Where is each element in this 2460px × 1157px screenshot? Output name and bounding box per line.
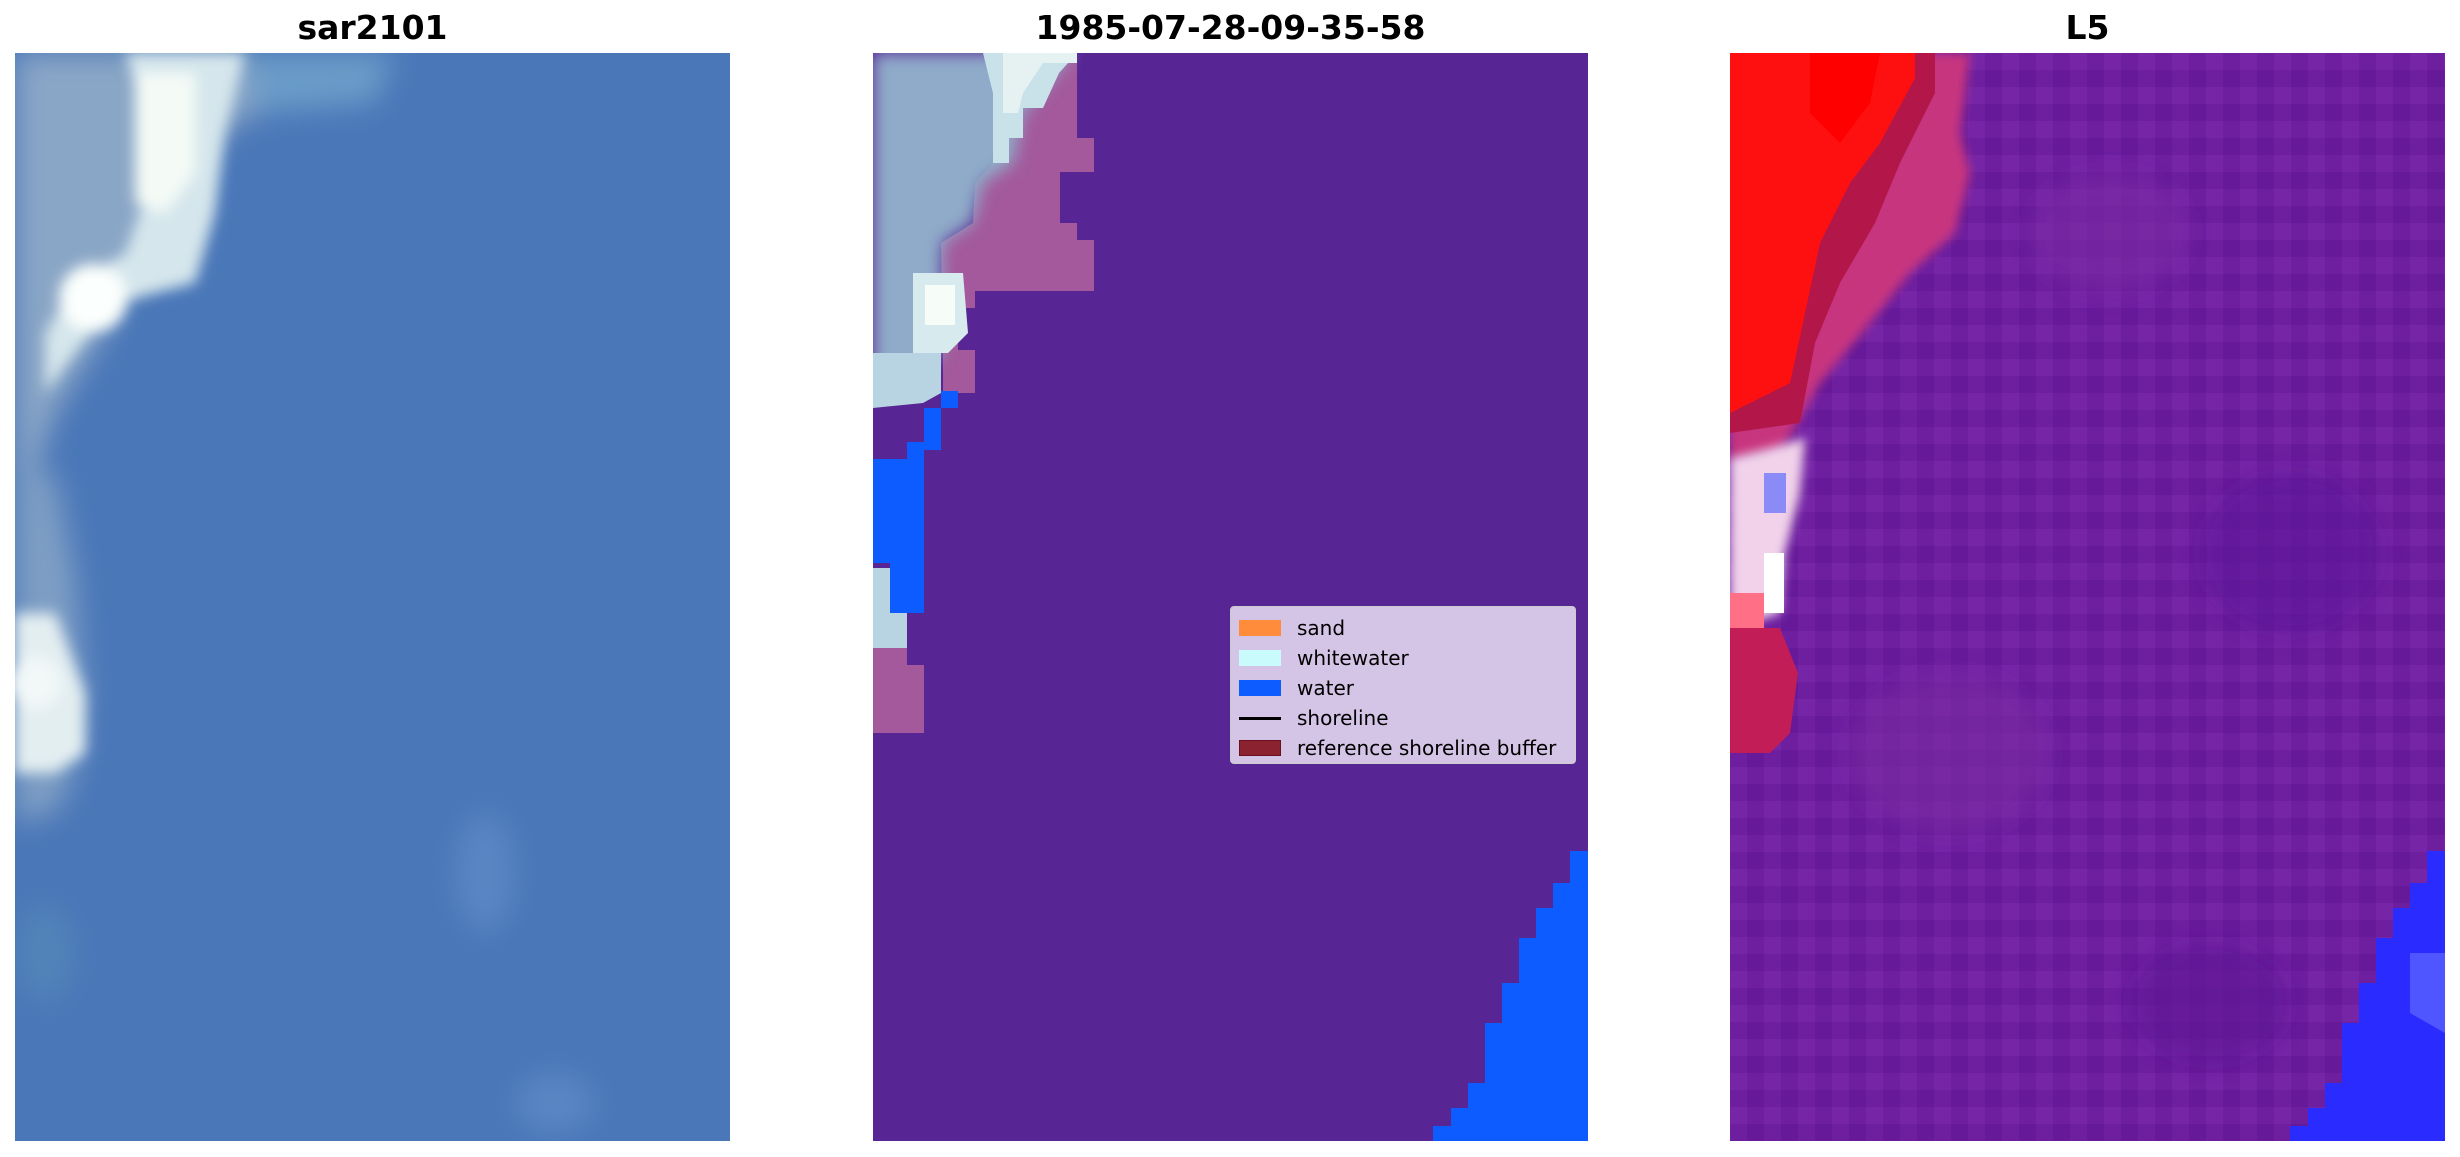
legend-item-water: water — [1239, 673, 1567, 703]
classified-image — [873, 53, 1588, 1141]
legend-item-shoreline: shoreline — [1239, 703, 1567, 733]
legend: sand whitewater water shoreline referenc… — [1230, 606, 1576, 764]
panel-title-classified: 1985-07-28-09-35-58 — [1035, 8, 1426, 47]
water-region-bottom-right — [1433, 851, 1588, 1141]
legend-swatch-sand — [1239, 620, 1281, 636]
legend-label: water — [1297, 676, 1354, 700]
index-image — [1730, 53, 2445, 1141]
reference-buffer-region-lower — [873, 648, 924, 733]
legend-item-sand: sand — [1239, 613, 1567, 643]
legend-swatch-whitewater — [1239, 650, 1281, 666]
rgb-satellite-image — [15, 53, 730, 1141]
legend-label: sand — [1297, 616, 1346, 640]
panel-title-index: L5 — [2065, 8, 2110, 47]
reference-buffer-region — [941, 53, 1094, 393]
legend-item-reference-buffer: reference shoreline buffer — [1239, 733, 1567, 763]
blue-region-bottom-right — [2290, 851, 2445, 1141]
legend-label: whitewater — [1297, 646, 1409, 670]
legend-label: shoreline — [1297, 706, 1389, 730]
legend-item-whitewater: whitewater — [1239, 643, 1567, 673]
panel-title-rgb: sar2101 — [297, 8, 448, 47]
water-region-left — [873, 391, 958, 613]
legend-swatch-water — [1239, 680, 1281, 696]
legend-label: reference shoreline buffer — [1297, 736, 1557, 760]
legend-swatch-reference-buffer — [1239, 740, 1281, 756]
legend-line-shoreline — [1239, 716, 1281, 720]
